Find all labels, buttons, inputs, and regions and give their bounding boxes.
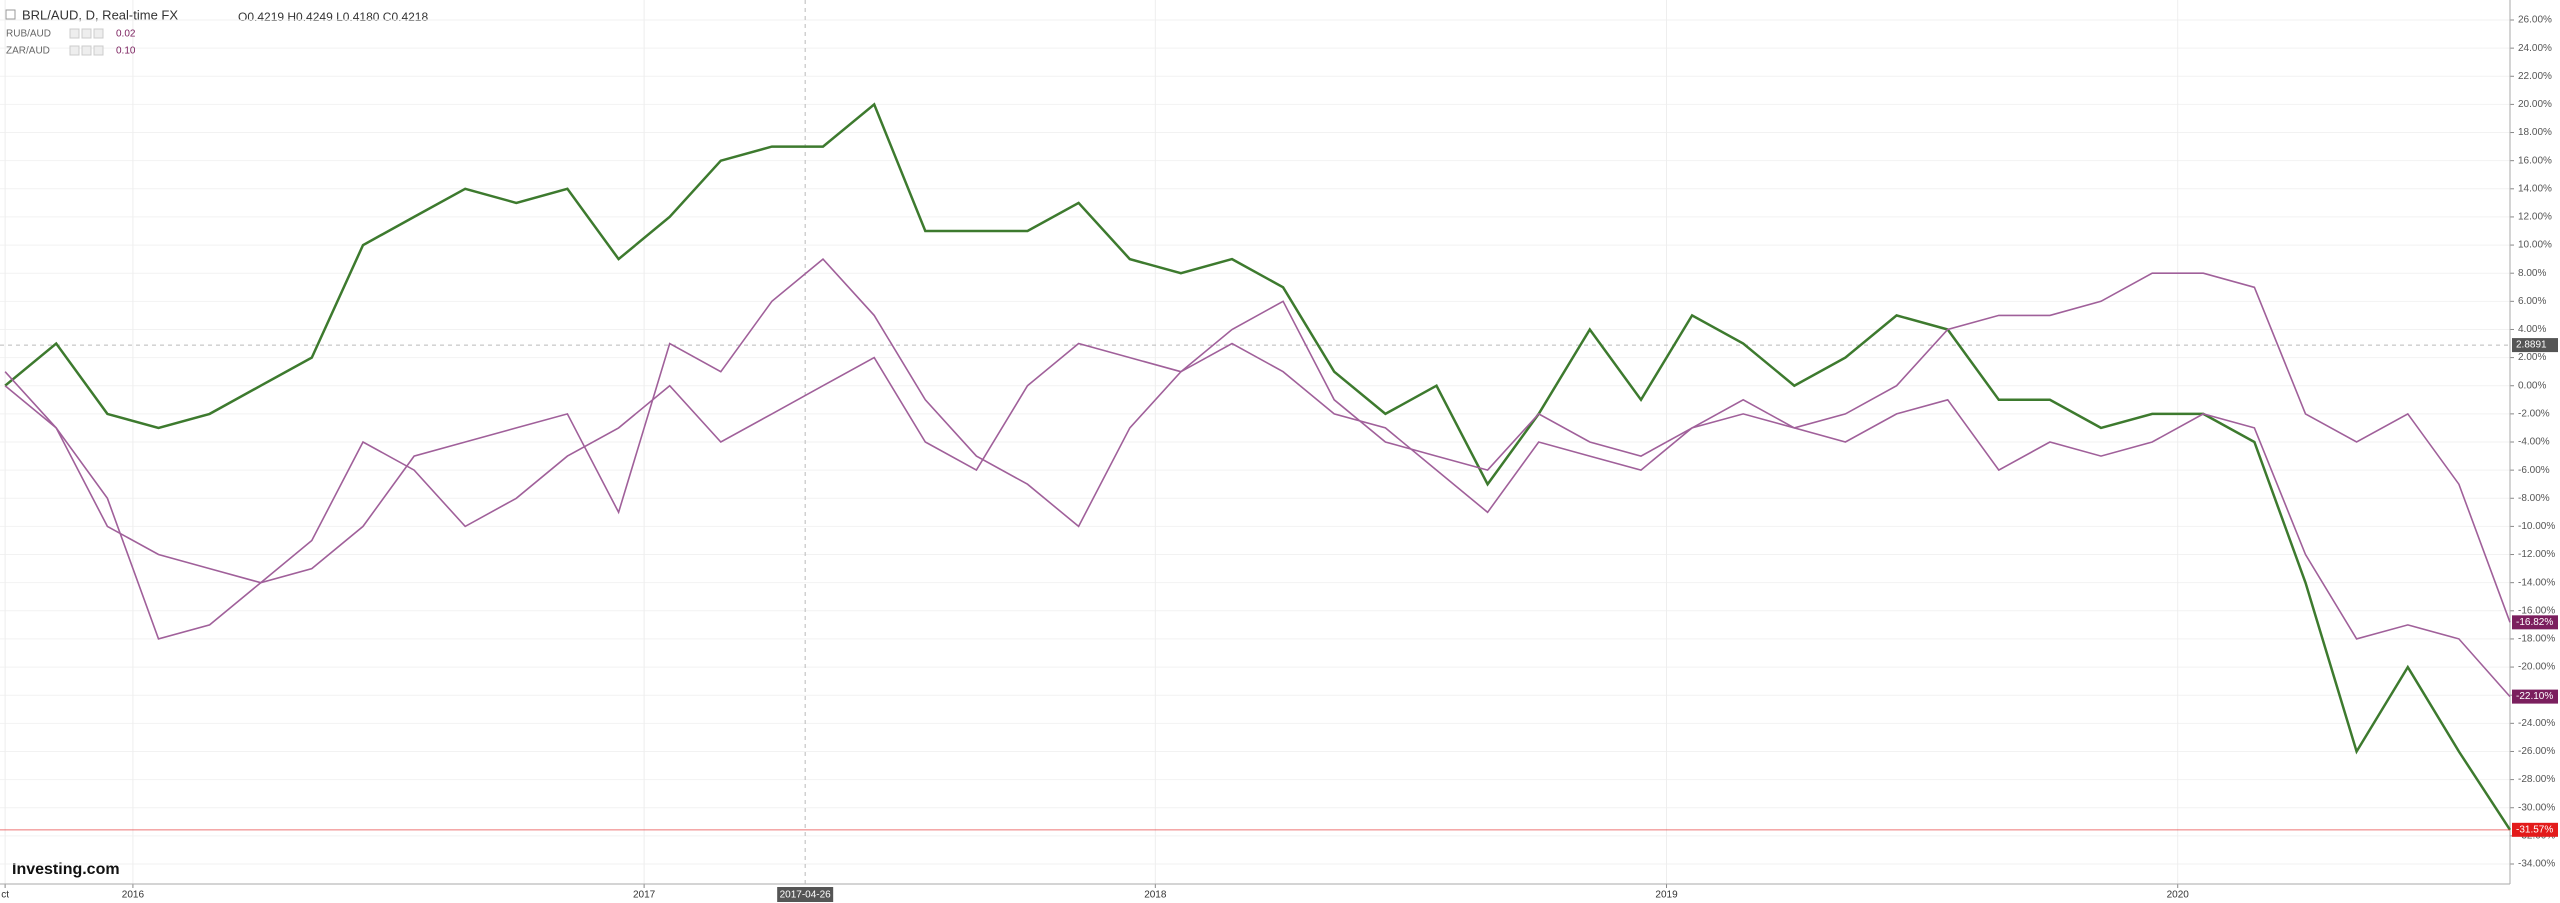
y-tick-label: -24.00% xyxy=(2518,718,2555,729)
x-tick-label: 2016 xyxy=(122,890,145,901)
legend-button[interactable] xyxy=(81,45,92,56)
crosshair-y-box xyxy=(2512,338,2558,353)
y-tick-label: 20.00% xyxy=(2518,99,2552,110)
y-tick-label: -30.00% xyxy=(2518,802,2555,813)
y-tick-label: 16.00% xyxy=(2518,155,2552,166)
legend-button[interactable] xyxy=(69,45,80,56)
legend-value: 0.02 xyxy=(116,29,136,40)
x-tick-label: 2019 xyxy=(1655,890,1678,901)
value-label: -16.82% xyxy=(2516,617,2553,628)
crosshair-y-label: 2.8891 xyxy=(2516,340,2547,351)
x-tick-label: 2020 xyxy=(2167,890,2190,901)
y-tick-label: 18.00% xyxy=(2518,127,2552,138)
legend-name: RUB/AUD xyxy=(6,29,51,40)
y-tick-label: -8.00% xyxy=(2518,493,2550,504)
y-tick-label: 4.00% xyxy=(2518,324,2546,335)
y-tick-label: 10.00% xyxy=(2518,240,2552,251)
y-tick-label: 26.00% xyxy=(2518,15,2552,26)
collapse-icon[interactable] xyxy=(5,9,16,20)
y-tick-label: 12.00% xyxy=(2518,212,2552,223)
y-tick-label: -28.00% xyxy=(2518,774,2555,785)
y-tick-label: -6.00% xyxy=(2518,465,2550,476)
y-tick-label: 2.00% xyxy=(2518,352,2546,363)
x-tick-label: ct xyxy=(1,890,9,901)
value-label-box xyxy=(2512,689,2558,704)
y-tick-label: -34.00% xyxy=(2518,859,2555,870)
crosshair-x-label: 2017-04-26 xyxy=(780,890,832,901)
y-tick-label: 14.00% xyxy=(2518,183,2552,194)
y-tick-label: 24.00% xyxy=(2518,43,2552,54)
crosshair-x-box xyxy=(777,887,834,902)
legend-button[interactable] xyxy=(93,28,104,39)
y-tick-label: 6.00% xyxy=(2518,296,2546,307)
y-tick-label: 22.00% xyxy=(2518,71,2552,82)
chart-title: BRL/AUD, D, Real-time FX xyxy=(22,7,178,22)
y-tick-label: -18.00% xyxy=(2518,634,2555,645)
value-label-box xyxy=(2512,822,2558,837)
y-tick-label: 8.00% xyxy=(2518,268,2546,279)
legend-button[interactable] xyxy=(93,45,104,56)
legend-value: 0.10 xyxy=(116,46,136,57)
brand: Investing.com xyxy=(12,861,120,878)
y-tick-label: -10.00% xyxy=(2518,521,2555,532)
legend-name: ZAR/AUD xyxy=(6,46,50,57)
series-line xyxy=(4,300,2511,698)
series-line xyxy=(4,257,2511,640)
y-tick-label: -20.00% xyxy=(2518,662,2555,673)
y-tick-label: -16.00% xyxy=(2518,605,2555,616)
x-tick-label: 2018 xyxy=(1144,890,1167,901)
y-tick-label: -12.00% xyxy=(2518,549,2555,560)
series-line xyxy=(4,102,2512,831)
legend-button[interactable] xyxy=(69,28,80,39)
x-tick-label: 2017 xyxy=(633,890,656,901)
value-label: -22.10% xyxy=(2516,691,2553,702)
legend-button[interactable] xyxy=(81,28,92,39)
y-tick-label: -2.00% xyxy=(2518,409,2550,420)
y-tick-label: -26.00% xyxy=(2518,746,2555,757)
y-tick-label: 0.00% xyxy=(2518,380,2546,391)
y-tick-label: -14.00% xyxy=(2518,577,2555,588)
value-label-box xyxy=(2512,615,2558,630)
y-tick-label: -4.00% xyxy=(2518,437,2550,448)
ohlc: O0.4219 H0.4249 L0.4180 C0.4218 xyxy=(238,10,428,24)
value-label: -31.57% xyxy=(2516,824,2553,835)
